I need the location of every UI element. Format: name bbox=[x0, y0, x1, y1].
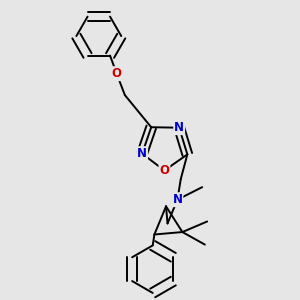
Text: O: O bbox=[112, 67, 122, 80]
Text: N: N bbox=[174, 121, 184, 134]
Text: N: N bbox=[137, 147, 147, 160]
Text: N: N bbox=[172, 193, 182, 206]
Text: O: O bbox=[159, 164, 170, 177]
